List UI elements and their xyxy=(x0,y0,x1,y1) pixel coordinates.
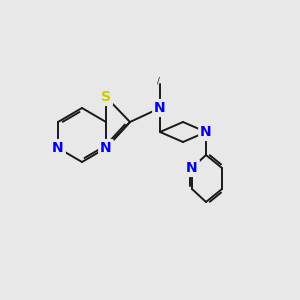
Text: N: N xyxy=(186,161,198,175)
Text: N: N xyxy=(200,125,212,139)
Text: /: / xyxy=(157,76,159,85)
Text: N: N xyxy=(154,101,166,115)
Text: N: N xyxy=(52,141,64,155)
Text: N: N xyxy=(100,141,112,155)
Text: S: S xyxy=(101,90,111,104)
